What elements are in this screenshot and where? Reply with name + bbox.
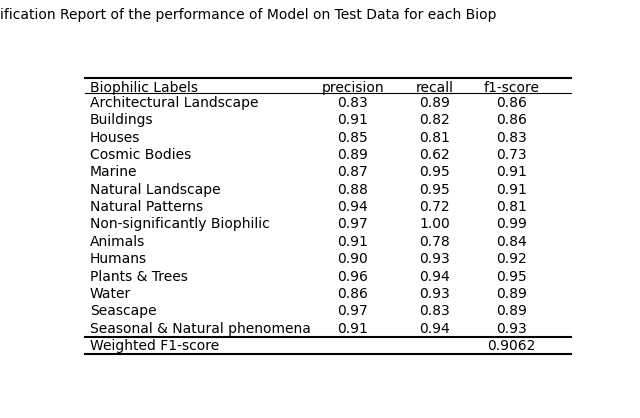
Text: 0.83: 0.83 [337,96,368,110]
Text: recall: recall [415,81,454,95]
Text: 0.93: 0.93 [496,322,527,336]
Text: Plants & Trees: Plants & Trees [90,270,188,284]
Text: 0.94: 0.94 [337,200,368,214]
Text: precision: precision [321,81,384,95]
Text: 0.78: 0.78 [419,235,450,249]
Text: 0.90: 0.90 [337,252,368,266]
Text: Non-significantly Biophilic: Non-significantly Biophilic [90,217,269,232]
Text: 0.9062: 0.9062 [487,339,536,354]
Text: 0.62: 0.62 [419,148,450,162]
Text: Marine: Marine [90,166,138,179]
Text: ification Report of the performance of Model on Test Data for each Biop: ification Report of the performance of M… [0,8,497,22]
Text: 0.91: 0.91 [337,322,368,336]
Text: Cosmic Bodies: Cosmic Bodies [90,148,191,162]
Text: 0.92: 0.92 [496,252,527,266]
Text: 0.81: 0.81 [419,130,450,145]
Text: 0.91: 0.91 [496,183,527,197]
Text: 0.94: 0.94 [419,270,450,284]
Text: 0.93: 0.93 [419,252,450,266]
Text: Architectural Landscape: Architectural Landscape [90,96,259,110]
Text: Weighted F1-score: Weighted F1-score [90,339,219,354]
Text: 0.86: 0.86 [496,96,527,110]
Text: 0.87: 0.87 [337,166,368,179]
Text: 0.97: 0.97 [337,217,368,232]
Text: 0.89: 0.89 [419,96,450,110]
Text: 0.86: 0.86 [337,287,368,301]
Text: Natural Landscape: Natural Landscape [90,183,221,197]
Text: Natural Patterns: Natural Patterns [90,200,203,214]
Text: 0.83: 0.83 [496,130,527,145]
Text: Humans: Humans [90,252,147,266]
Text: 0.89: 0.89 [496,287,527,301]
Text: 0.99: 0.99 [496,217,527,232]
Text: 0.85: 0.85 [337,130,368,145]
Text: Animals: Animals [90,235,145,249]
Text: 0.91: 0.91 [337,113,368,127]
Text: Biophilic Labels: Biophilic Labels [90,81,198,95]
Text: 0.91: 0.91 [337,235,368,249]
Text: 0.83: 0.83 [419,304,450,319]
Text: 0.86: 0.86 [496,113,527,127]
Text: 0.97: 0.97 [337,304,368,319]
Text: 0.89: 0.89 [496,304,527,319]
Text: 0.81: 0.81 [496,200,527,214]
Text: 0.94: 0.94 [419,322,450,336]
Text: 1.00: 1.00 [419,217,450,232]
Text: 0.95: 0.95 [419,183,450,197]
Text: 0.89: 0.89 [337,148,368,162]
Text: 0.88: 0.88 [337,183,368,197]
Text: Buildings: Buildings [90,113,154,127]
Text: 0.82: 0.82 [419,113,450,127]
Text: Water: Water [90,287,131,301]
Text: 0.96: 0.96 [337,270,368,284]
Text: 0.95: 0.95 [496,270,527,284]
Text: 0.84: 0.84 [496,235,527,249]
Text: 0.72: 0.72 [419,200,450,214]
Text: Houses: Houses [90,130,140,145]
Text: Seasonal & Natural phenomena: Seasonal & Natural phenomena [90,322,311,336]
Text: f1-score: f1-score [484,81,540,95]
Text: 0.91: 0.91 [496,166,527,179]
Text: 0.73: 0.73 [496,148,527,162]
Text: Seascape: Seascape [90,304,157,319]
Text: 0.93: 0.93 [419,287,450,301]
Text: 0.95: 0.95 [419,166,450,179]
